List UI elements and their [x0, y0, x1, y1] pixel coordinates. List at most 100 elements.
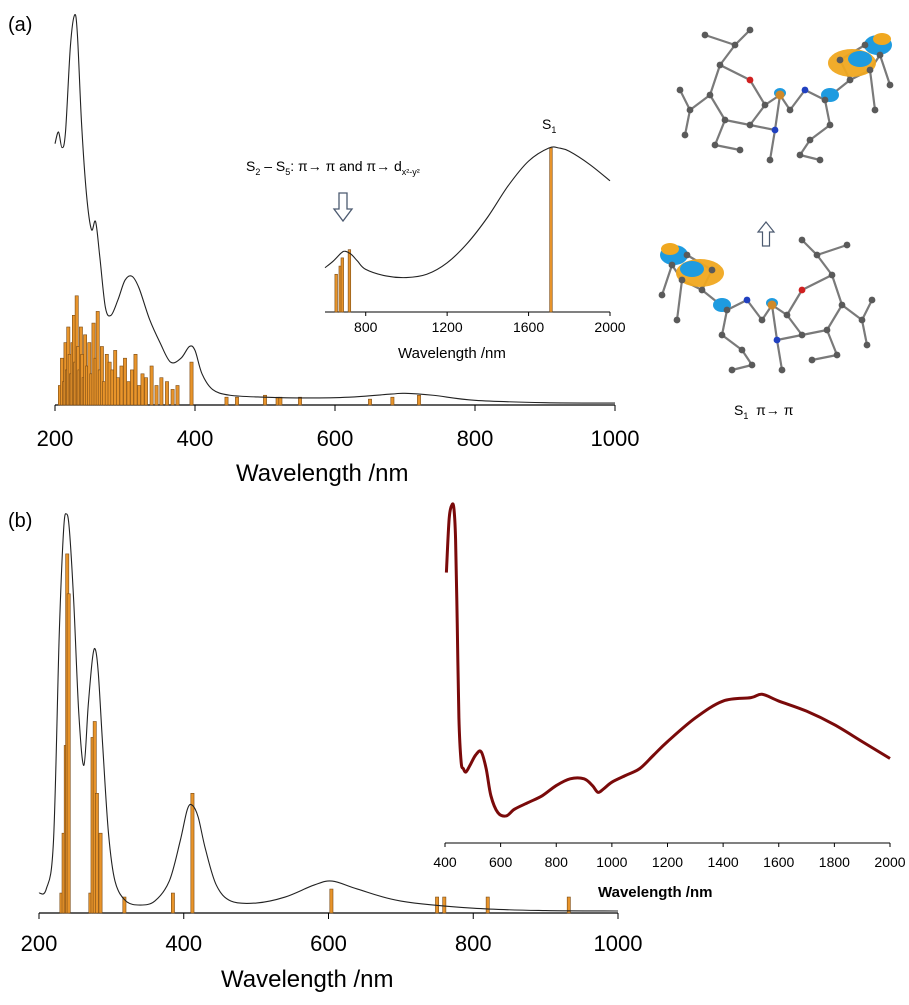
bond: [689, 94, 711, 111]
s1-subscript: 1: [551, 124, 557, 135]
bond: [713, 119, 727, 146]
atom: [716, 61, 724, 69]
transition-bar: [159, 377, 164, 406]
orbital-caption-transition: π→ π: [748, 402, 794, 418]
atom: [806, 136, 814, 144]
transition-bar: [149, 365, 154, 406]
bond: [816, 243, 848, 257]
atom: [778, 366, 786, 374]
s2-s5-label: S2 – S5: π→ π and π→ dx²-y²: [246, 158, 420, 177]
transition-bar: [549, 147, 553, 313]
orbital-caption: S1 π→ π: [734, 402, 793, 421]
x-tick-label: 800: [455, 931, 492, 956]
bond: [721, 334, 743, 351]
bond: [719, 64, 751, 81]
atom: [676, 86, 684, 94]
orbital-lobe: [848, 51, 872, 67]
transition-bar: [334, 273, 338, 313]
atom: [766, 156, 774, 164]
bond: [826, 304, 843, 331]
orbital-lobe: [680, 261, 704, 277]
x-tick-label: 2000: [874, 854, 905, 870]
transition-bar: [263, 394, 267, 406]
bond: [799, 153, 821, 162]
bond: [801, 274, 833, 291]
transition-bar: [170, 892, 175, 914]
bond: [749, 104, 766, 126]
bond: [719, 44, 736, 66]
transition-bar: [126, 381, 131, 406]
panel-b-simulated-curve: [38, 513, 619, 912]
x-tick-label: 200: [37, 426, 74, 451]
atom: [758, 316, 766, 324]
transition-bar: [119, 365, 124, 406]
bond: [768, 129, 777, 161]
bond: [714, 143, 741, 152]
panel-a-spectrum: 200 400 600 800 1000: [37, 13, 639, 451]
atom: [808, 356, 816, 364]
atom: [801, 86, 809, 94]
bond: [811, 353, 838, 362]
atom: [743, 296, 751, 304]
atom: [706, 91, 714, 99]
transition-bar: [130, 369, 134, 406]
transition-bar: [329, 888, 334, 914]
atom: [876, 51, 884, 59]
transition-bar: [140, 373, 145, 406]
bond: [878, 54, 892, 86]
transition-bar: [137, 385, 141, 406]
orbital-caption-subscript: 1: [743, 410, 749, 421]
s1-peak-label: S1: [542, 116, 556, 135]
atom: [871, 106, 879, 114]
atom: [863, 341, 871, 349]
panel-b-inset-x-axis-title: Wavelength /nm: [598, 884, 713, 901]
atom: [866, 66, 874, 74]
atom: [711, 141, 719, 149]
x-tick-label: 1000: [594, 931, 643, 956]
atom: [798, 236, 806, 244]
x-tick-label: 2000: [594, 319, 625, 335]
bond: [868, 69, 877, 111]
atom: [846, 76, 854, 84]
transition-bar: [566, 896, 571, 914]
transition-bar: [170, 389, 175, 406]
bond: [683, 109, 692, 136]
bond: [860, 319, 869, 346]
x-tick-label: 600: [317, 426, 354, 451]
atom: [698, 286, 706, 294]
transition-bar: [390, 396, 395, 406]
bond: [770, 304, 779, 341]
atom: [783, 311, 791, 319]
x-tick-label: 1000: [596, 854, 627, 870]
panel-label-a: (a): [8, 14, 33, 36]
atom: [736, 146, 744, 154]
transition-bar: [122, 896, 127, 914]
transition-bar: [278, 396, 283, 406]
x-tick-label: 800: [354, 319, 378, 335]
hollow-up-arrow-icon: [756, 221, 776, 247]
atom: [796, 151, 804, 159]
atom: [773, 336, 781, 344]
bond: [746, 299, 763, 321]
x-tick-label: 200: [21, 931, 58, 956]
atom: [821, 96, 829, 104]
atom: [775, 90, 785, 100]
x-tick-label: 600: [310, 931, 347, 956]
molecule-orbital-image: [676, 26, 894, 164]
panel-a-inset-x-axis-title: Wavelength /nm: [398, 345, 506, 362]
bond: [804, 89, 826, 101]
transition-bar: [123, 357, 127, 406]
bond: [801, 328, 828, 337]
atom: [826, 121, 834, 129]
orbital-lobe: [661, 243, 679, 255]
atom: [721, 116, 729, 124]
transition-bar: [224, 396, 229, 406]
bond: [816, 254, 833, 276]
bond: [809, 124, 831, 141]
transition-text: : π→ π and π→ d: [290, 158, 402, 174]
atom: [678, 276, 686, 284]
d-orbital-subscript: x²-y²: [401, 166, 420, 177]
atom: [786, 106, 794, 114]
panel-a-simulated-curve: [54, 13, 616, 404]
